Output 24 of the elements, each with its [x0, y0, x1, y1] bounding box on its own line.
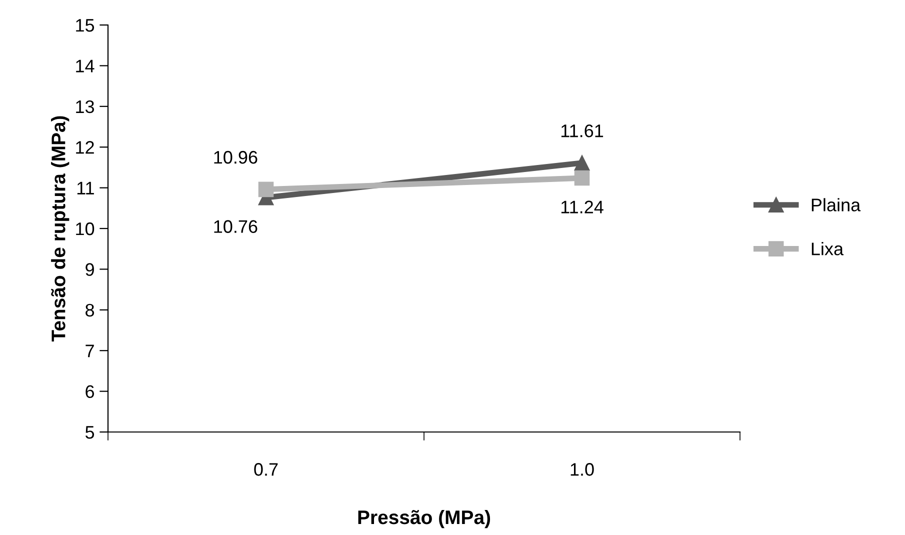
legend-label: Lixa [812, 242, 844, 256]
y-tick-label: 12 [76, 141, 94, 154]
y-tick-label: 15 [76, 19, 94, 32]
y-tick-label: 6 [86, 385, 94, 398]
data-label: 11.24 [561, 200, 604, 214]
y-tick-label: 10 [76, 222, 94, 236]
y-tick-label: 7 [86, 344, 94, 358]
y-tick-label: 9 [86, 263, 94, 276]
y-tick-label: 5 [85, 426, 94, 439]
data-label: 10.76 [214, 220, 258, 233]
x-tick-label: 0.7 [254, 463, 278, 476]
point [574, 170, 590, 186]
point [574, 155, 590, 171]
data-label: 10.96 [214, 150, 258, 164]
y-tick-label: 13 [76, 100, 94, 114]
y-tick-label: 11 [77, 182, 94, 194]
y-axis-title: Tensão de ruptura (MPa) [51, 116, 70, 342]
y-tick-label: 8 [86, 304, 94, 317]
legend-label: Plaina [812, 198, 861, 212]
point [258, 182, 274, 198]
data-label: 11.61 [561, 124, 604, 138]
y-tick-label: 14 [76, 60, 94, 72]
x-tick-label: 1.0 [570, 463, 594, 476]
x-axis-title: Pressão (MPa) [358, 510, 490, 528]
